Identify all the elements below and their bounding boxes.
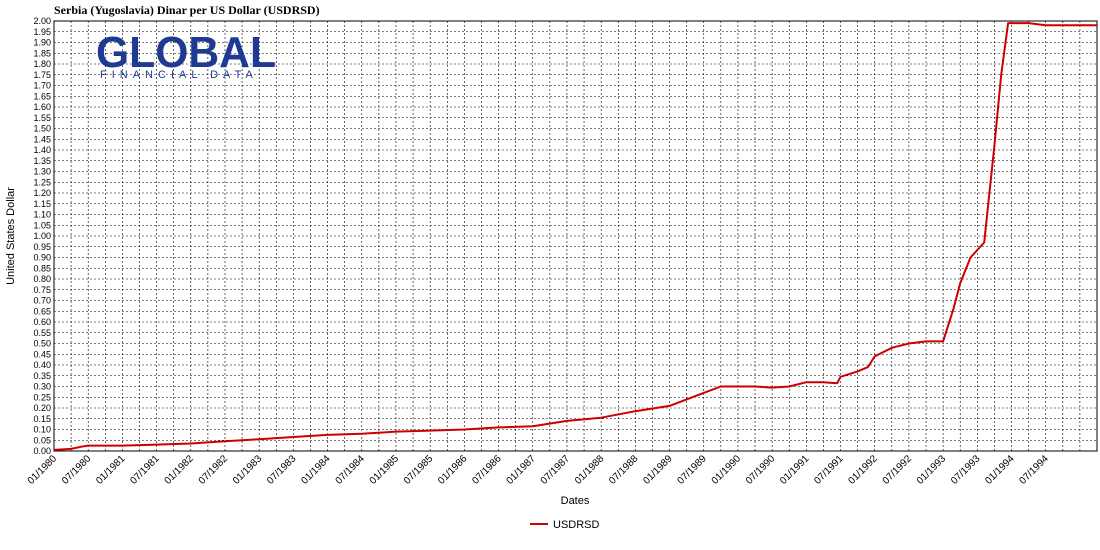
y-tick-label: 0.55 <box>33 328 51 338</box>
x-tick-label: 01/1985 <box>368 453 402 487</box>
y-tick-label: 1.25 <box>33 177 51 187</box>
y-tick-label: 0.05 <box>33 435 51 445</box>
x-tick-label: 01/1983 <box>231 453 265 487</box>
logo: GLOBAL FINANCIAL DATA <box>96 28 276 81</box>
y-tick-label: 1.55 <box>33 113 51 123</box>
y-tick-label: 0.50 <box>33 339 51 349</box>
x-axis-ticks: 01/1980 07/1980 01/1981 07/1981 01/1982 07/19… <box>26 453 1051 487</box>
chart-title: Serbia (Yugoslavia) Dinar per US Dollar … <box>54 3 320 17</box>
x-tick-label: 07/1989 <box>676 453 710 487</box>
y-tick-label: 1.75 <box>33 70 51 80</box>
y-tick-label: 0.60 <box>33 317 51 327</box>
y-tick-label: 1.65 <box>33 91 51 101</box>
x-tick-label: 01/1990 <box>710 453 744 487</box>
x-tick-label: 07/1985 <box>402 453 436 487</box>
y-tick-label: 0.40 <box>33 360 51 370</box>
x-tick-label: 01/1980 <box>26 453 60 487</box>
y-tick-label: 0.30 <box>33 382 51 392</box>
y-tick-label: 0.90 <box>33 253 51 263</box>
y-tick-label: 0.35 <box>33 371 51 381</box>
x-tick-label: 01/1989 <box>641 453 675 487</box>
x-tick-label: 01/1982 <box>163 453 197 487</box>
y-tick-label: 0.10 <box>33 425 51 435</box>
x-tick-label: 01/1994 <box>983 453 1017 487</box>
y-tick-label: 1.95 <box>33 27 51 37</box>
y-tick-label: 1.80 <box>33 59 51 69</box>
y-tick-label: 0.95 <box>33 242 51 252</box>
grid-horizontal <box>54 31 1097 441</box>
x-tick-label: 07/1984 <box>334 453 368 487</box>
y-axis-label: United States Dollar <box>5 187 17 285</box>
y-tick-label: 0.15 <box>33 414 51 424</box>
x-tick-label: 07/1991 <box>812 453 846 487</box>
x-tick-label: 07/1994 <box>1017 453 1051 487</box>
x-tick-label: 01/1991 <box>778 453 812 487</box>
y-tick-label: 1.90 <box>33 38 51 48</box>
y-tick-label: 0.70 <box>33 296 51 306</box>
x-tick-label: 07/1987 <box>539 453 573 487</box>
x-tick-label: 01/1993 <box>915 453 949 487</box>
y-tick-label: 1.20 <box>33 188 51 198</box>
y-tick-label: 0.75 <box>33 285 51 295</box>
legend: USDRSD <box>530 519 600 531</box>
y-tick-label: 0.85 <box>33 263 51 273</box>
x-tick-label: 01/1992 <box>846 453 880 487</box>
x-tick-label: 07/1990 <box>744 453 778 487</box>
y-tick-label: 0.00 <box>33 446 51 456</box>
y-tick-label: 0.25 <box>33 392 51 402</box>
x-tick-label: 01/1988 <box>573 453 607 487</box>
x-tick-label: 01/1981 <box>94 453 128 487</box>
y-tick-label: 1.15 <box>33 199 51 209</box>
y-tick-label: 1.85 <box>33 48 51 58</box>
y-tick-label: 0.45 <box>33 349 51 359</box>
x-tick-label: 07/1983 <box>265 453 299 487</box>
y-tick-label: 1.10 <box>33 210 51 220</box>
y-axis-ticks: 0.000.050.100.150.200.250.300.350.400.45… <box>33 16 51 456</box>
y-tick-label: 1.35 <box>33 156 51 166</box>
y-tick-label: 1.50 <box>33 124 51 134</box>
x-tick-label: 01/1984 <box>299 453 333 487</box>
x-tick-label: 07/1980 <box>60 453 94 487</box>
y-tick-label: 1.05 <box>33 220 51 230</box>
logo-main-text: GLOBAL <box>96 28 276 77</box>
x-tick-label: 07/1981 <box>128 453 162 487</box>
y-tick-label: 0.80 <box>33 274 51 284</box>
y-tick-label: 0.65 <box>33 306 51 316</box>
y-tick-label: 1.70 <box>33 81 51 91</box>
y-tick-label: 1.45 <box>33 134 51 144</box>
y-tick-label: 1.30 <box>33 167 51 177</box>
x-tick-label: 01/1986 <box>436 453 470 487</box>
x-tick-label: 07/1988 <box>607 453 641 487</box>
x-axis-label: Dates <box>561 495 590 507</box>
plot-border <box>53 20 1098 452</box>
x-tick-label: 07/1992 <box>881 453 915 487</box>
logo-sub-text: FINANCIAL DATA <box>100 69 258 81</box>
x-tick-label: 01/1987 <box>505 453 539 487</box>
x-tick-label: 07/1982 <box>197 453 231 487</box>
y-tick-label: 0.20 <box>33 403 51 413</box>
y-tick-label: 1.00 <box>33 231 51 241</box>
x-tick-label: 07/1986 <box>470 453 504 487</box>
y-tick-label: 1.40 <box>33 145 51 155</box>
series-line-usdrsd <box>53 22 1097 451</box>
y-tick-label: 1.60 <box>33 102 51 112</box>
x-tick-label: 07/1993 <box>949 453 983 487</box>
legend-label-usdrsd: USDRSD <box>553 519 600 531</box>
y-tick-label: 2.00 <box>33 16 51 26</box>
